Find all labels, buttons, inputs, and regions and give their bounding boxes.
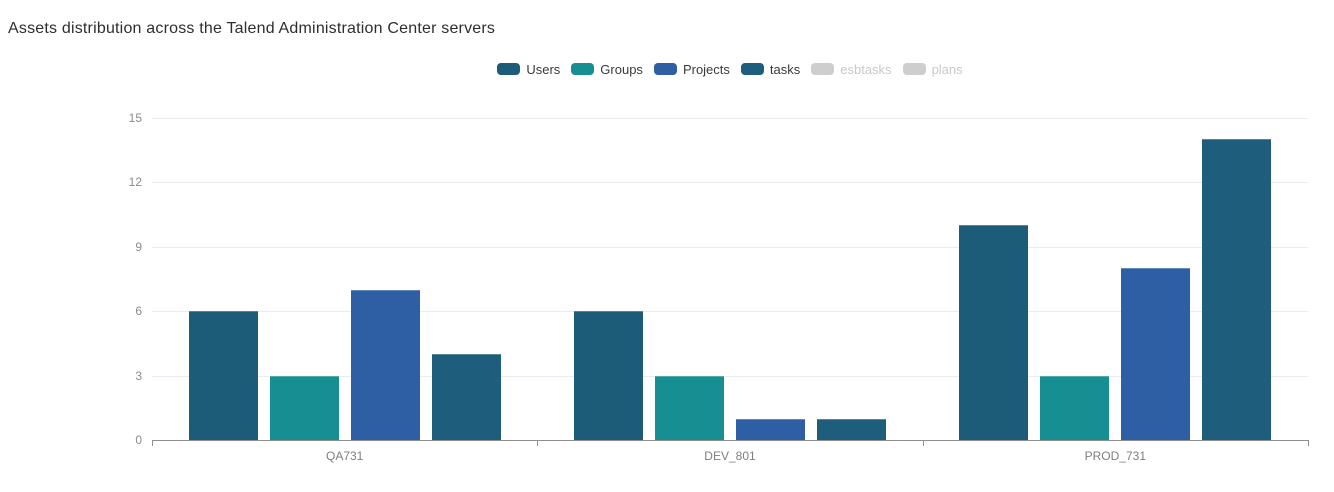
legend-swatch-projects [653, 63, 677, 75]
chart-title: Assets distribution across the Talend Ad… [8, 20, 496, 37]
y-axis-label-12: 12 [128, 175, 142, 190]
bar-users-qa731[interactable] [188, 311, 258, 440]
legend-label: Groups [600, 61, 643, 77]
gridline-y9 [152, 246, 1308, 248]
legend-swatch-groups [571, 63, 595, 75]
bar-tasks-qa731[interactable] [431, 354, 501, 440]
chart-legend: Users Groups Projects tasks esbtasks plans [152, 60, 1308, 78]
legend-item-plans[interactable]: plans [902, 61, 963, 77]
bar-projects-prod_731[interactable] [1121, 268, 1191, 440]
legend-item-tasks[interactable]: tasks [740, 61, 801, 77]
gridline-y6 [152, 311, 1308, 313]
gridline-y15 [152, 118, 1308, 119]
bar-projects-dev_801[interactable] [735, 418, 805, 440]
y-axis-label-6: 6 [135, 304, 142, 319]
legend-item-groups[interactable]: Groups [571, 62, 643, 77]
bar-group-dev_801 [537, 118, 922, 440]
bar-tasks-dev_801[interactable] [816, 418, 886, 440]
legend-label: tasks [769, 61, 801, 77]
x-axis-label-qa731: QA731 [325, 449, 364, 463]
x-axis-tick [152, 440, 153, 446]
bar-groups-prod_731[interactable] [1040, 375, 1110, 440]
legend-item-users[interactable]: Users [497, 62, 560, 77]
y-axis-label-3: 3 [135, 368, 142, 383]
x-axis-tick [922, 440, 924, 446]
legend-swatch-users [497, 63, 521, 75]
legend-label: esbtasks [840, 61, 892, 77]
bar-users-dev_801[interactable] [573, 311, 643, 440]
legend-item-esbtasks[interactable]: esbtasks [811, 61, 892, 77]
y-axis-label-15: 15 [128, 111, 142, 125]
gridline-y12 [152, 182, 1308, 184]
legend-swatch-tasks [740, 63, 764, 75]
bar-group-prod_731 [923, 118, 1308, 440]
legend-label: Projects [682, 61, 730, 77]
x-axis-label-dev_801: DEV_801 [704, 449, 756, 463]
legend-label: plans [931, 61, 963, 77]
y-axis-label-0: 0 [135, 433, 142, 447]
legend-item-projects[interactable]: Projects [653, 61, 730, 77]
y-axis-label-9: 9 [135, 239, 142, 254]
x-axis-line [152, 440, 1308, 441]
bar-users-prod_731[interactable] [959, 225, 1029, 440]
x-axis-tick [537, 440, 539, 446]
legend-swatch-plans [902, 63, 926, 75]
legend-swatch-esbtasks [811, 63, 835, 75]
bar-groups-dev_801[interactable] [654, 375, 724, 440]
gridline-y3 [152, 375, 1308, 377]
legend-label: Users [526, 61, 561, 77]
bar-groups-qa731[interactable] [269, 375, 339, 440]
bar-group-qa731 [152, 118, 537, 440]
bar-tasks-prod_731[interactable] [1202, 139, 1272, 440]
x-axis-label-prod_731: PROD_731 [1084, 449, 1146, 463]
bar-projects-qa731[interactable] [350, 289, 420, 440]
x-axis-tick [1308, 440, 1309, 446]
